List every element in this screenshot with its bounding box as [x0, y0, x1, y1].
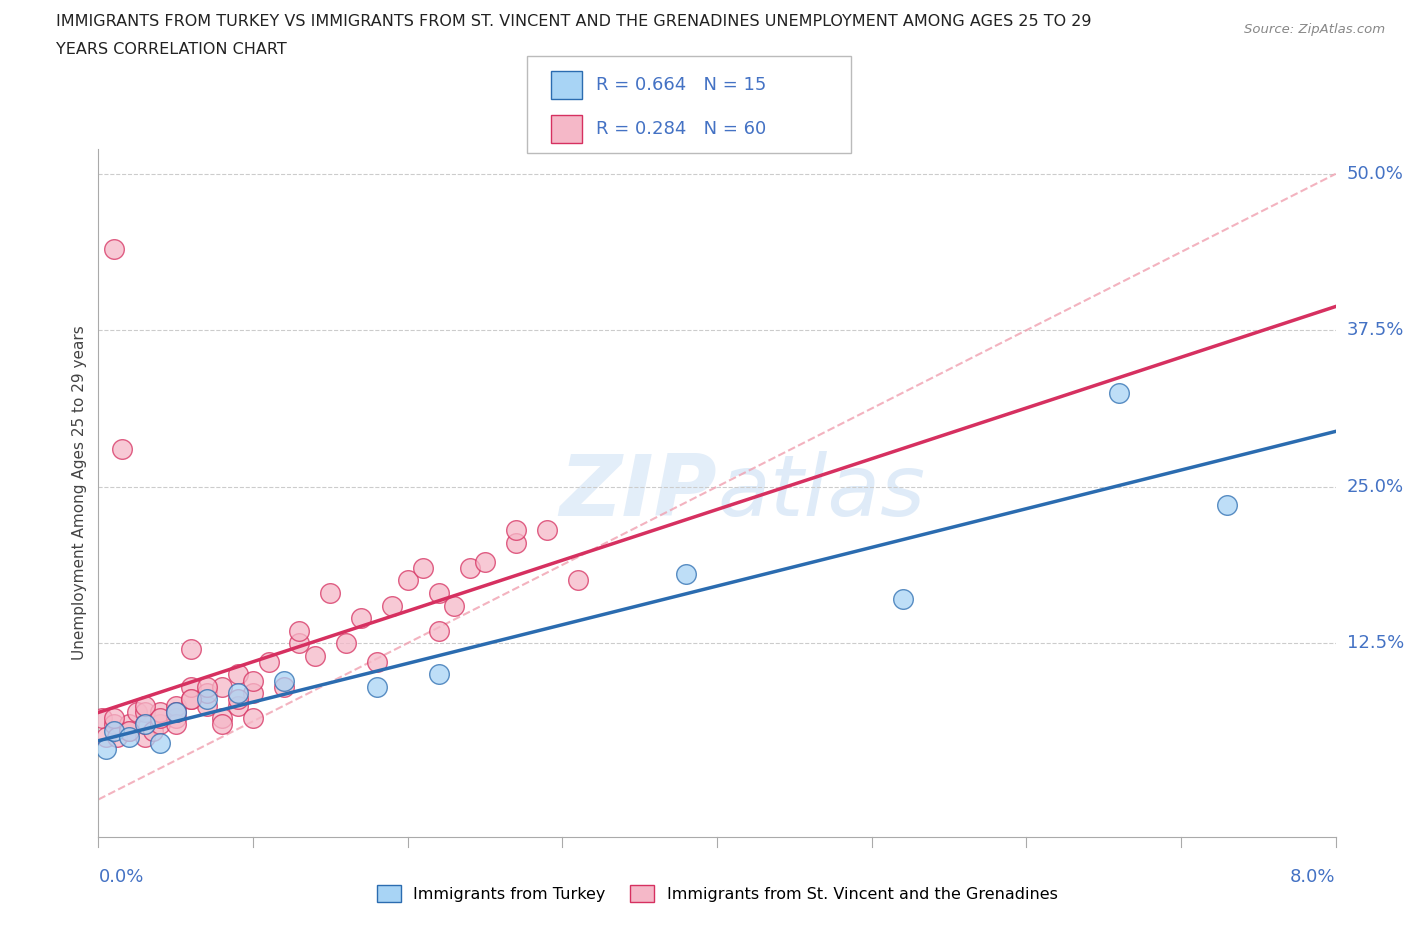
Point [118, 717, 141, 732]
Point [226, 667, 249, 682]
Point [891, 591, 914, 606]
Point [149, 704, 172, 719]
Point [165, 717, 187, 732]
Legend: Immigrants from Turkey, Immigrants from St. Vincent and the Grenadines: Immigrants from Turkey, Immigrants from … [370, 879, 1064, 909]
Point [127, 704, 149, 719]
Point [103, 724, 125, 738]
Point [366, 655, 388, 670]
Point [118, 729, 141, 744]
Point [226, 698, 249, 713]
Point [90, 711, 112, 725]
Point [350, 611, 373, 626]
Point [319, 586, 342, 601]
Point [195, 685, 218, 700]
Point [396, 573, 419, 588]
Point [288, 623, 311, 638]
Point [427, 586, 450, 601]
Point [257, 655, 280, 670]
Point [103, 242, 125, 257]
Point [134, 717, 156, 732]
Point [412, 561, 434, 576]
Point [180, 680, 202, 695]
Point [195, 692, 218, 707]
Point [149, 736, 172, 751]
Point [288, 635, 311, 650]
Point [381, 598, 404, 613]
Text: YEARS CORRELATION CHART: YEARS CORRELATION CHART [56, 42, 287, 57]
Point [474, 554, 496, 569]
Point [273, 680, 295, 695]
Point [105, 729, 128, 744]
Point [195, 680, 218, 695]
Point [536, 523, 558, 538]
Point [149, 717, 172, 732]
Text: 50.0%: 50.0% [1347, 165, 1403, 183]
Point [304, 648, 326, 663]
Point [165, 698, 187, 713]
Point [118, 724, 141, 738]
Point [103, 717, 125, 732]
Text: R = 0.284   N = 60: R = 0.284 N = 60 [596, 120, 766, 139]
Point [195, 698, 218, 713]
Point [96, 742, 118, 757]
Point [567, 573, 589, 588]
Point [211, 711, 233, 725]
Point [149, 711, 172, 725]
Text: 0.0%: 0.0% [98, 868, 143, 885]
Y-axis label: Unemployment Among Ages 25 to 29 years: Unemployment Among Ages 25 to 29 years [72, 326, 87, 660]
Point [366, 680, 388, 695]
Point [211, 717, 233, 732]
Point [180, 642, 202, 657]
Point [226, 685, 249, 700]
Point [505, 536, 527, 551]
Text: atlas: atlas [717, 451, 925, 535]
Point [165, 711, 187, 725]
Point [427, 667, 450, 682]
Text: Source: ZipAtlas.com: Source: ZipAtlas.com [1244, 23, 1385, 36]
Point [134, 704, 156, 719]
Point [103, 711, 125, 725]
Point [335, 635, 357, 650]
Point [118, 724, 141, 738]
Text: 25.0%: 25.0% [1347, 478, 1405, 496]
Point [427, 623, 450, 638]
Point [242, 685, 264, 700]
Point [180, 692, 202, 707]
Point [165, 704, 187, 719]
Text: R = 0.664   N = 15: R = 0.664 N = 15 [596, 76, 766, 94]
Point [96, 729, 118, 744]
Point [134, 729, 156, 744]
Point [242, 711, 264, 725]
Point [226, 692, 249, 707]
Text: ZIP: ZIP [560, 451, 717, 535]
Point [180, 692, 202, 707]
Point [675, 566, 697, 581]
Text: 8.0%: 8.0% [1291, 868, 1336, 885]
Point [505, 523, 527, 538]
Text: IMMIGRANTS FROM TURKEY VS IMMIGRANTS FROM ST. VINCENT AND THE GRENADINES UNEMPLO: IMMIGRANTS FROM TURKEY VS IMMIGRANTS FRO… [56, 14, 1091, 29]
Point [443, 598, 465, 613]
Point [211, 680, 233, 695]
Point [134, 698, 156, 713]
Point [165, 704, 187, 719]
Point [458, 561, 481, 576]
Point [111, 442, 132, 457]
Point [141, 724, 165, 738]
Text: 37.5%: 37.5% [1347, 321, 1405, 339]
Point [1216, 498, 1239, 512]
Text: 12.5%: 12.5% [1347, 634, 1405, 652]
Point [242, 673, 264, 688]
Point [134, 717, 156, 732]
Point [273, 673, 295, 688]
Point [1108, 385, 1130, 400]
